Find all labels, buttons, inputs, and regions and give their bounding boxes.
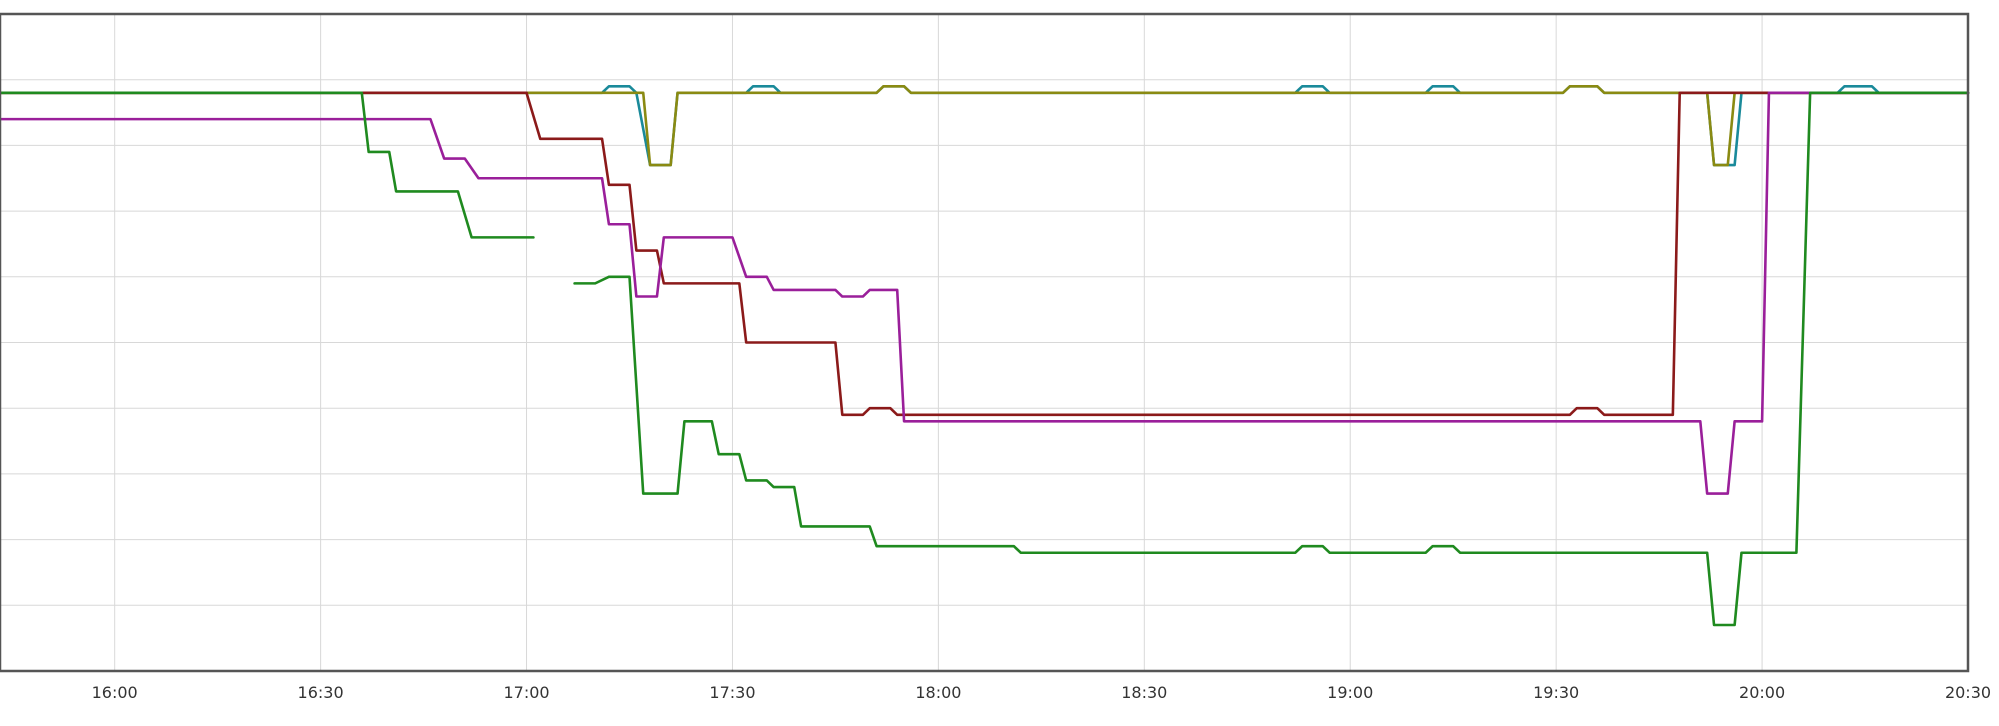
x-tick-label: 18:30 — [1121, 683, 1167, 702]
series-3-line-2 — [525, 91, 1970, 417]
x-tick-label: 19:00 — [1327, 683, 1373, 702]
series-layer — [0, 84, 1970, 627]
x-tick-label: 17:00 — [503, 683, 549, 702]
series-5-line-1 — [0, 91, 535, 239]
series-4 — [0, 91, 1970, 495]
series-5 — [0, 91, 1970, 627]
plot-frame — [0, 12, 1970, 673]
x-tick-label: 19:30 — [1533, 683, 1579, 702]
series-2 — [0, 84, 1970, 167]
series-1 — [0, 84, 1970, 167]
grid-layer — [0, 14, 1969, 671]
series-5-line-2 — [573, 91, 1970, 627]
series-2-line — [0, 84, 1970, 167]
x-tick-label: 20:30 — [1945, 683, 1991, 702]
series-4-line — [0, 91, 1970, 495]
x-tick-label: 16:00 — [92, 683, 138, 702]
x-tick-label: 16:30 — [298, 683, 344, 702]
x-tick-label: 20:00 — [1739, 683, 1785, 702]
tick-layer: 16:00 16:30 17:00 17:30 18:00 18:30 19:00 19:30… — [92, 683, 1991, 702]
series-3 — [0, 91, 1970, 417]
x-tick-label: 17:30 — [709, 683, 755, 702]
x-tick-label: 18:00 — [915, 683, 961, 702]
series-1-line — [0, 84, 1970, 167]
